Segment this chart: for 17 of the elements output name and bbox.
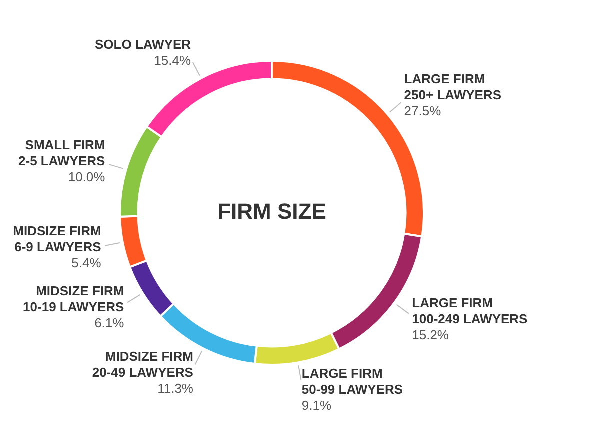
data-label: 6.1% (94, 316, 125, 331)
data-label: 15.4% (154, 53, 192, 68)
data-label: 5.4% (72, 255, 102, 270)
data-label: 9.1% (302, 398, 332, 413)
slice-label: LARGE FIRM 50-99 LAWYERS (302, 366, 404, 397)
slice-label: MIDSIZE FIRM 10-19 LAWYERS (23, 284, 125, 315)
text: FIRM SIZE (218, 199, 326, 224)
slice-label: MIDSIZE FIRM 20-49 LAWYERS (92, 349, 194, 380)
slice-label: LARGE FIRM 100-249 LAWYERS (412, 295, 528, 326)
data-label: 27.5% (404, 104, 442, 119)
slice-label: SOLO LAWYER (95, 37, 192, 52)
slice-label: LARGE FIRM 250+ LAWYERS (404, 72, 502, 103)
data-label: 15.2% (412, 327, 450, 342)
slice-label: SMALL FIRM 2-5 LAWYERS (18, 137, 106, 168)
data-label: 10.0% (68, 169, 106, 184)
data-label: 11.3% (158, 381, 194, 396)
slice-label: MIDSIZE FIRM 6-9 LAWYERS (13, 223, 102, 254)
